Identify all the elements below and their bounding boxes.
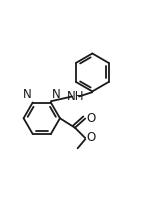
Text: NH: NH bbox=[67, 90, 84, 103]
Text: N: N bbox=[52, 88, 60, 101]
Text: O: O bbox=[87, 112, 96, 125]
Text: N: N bbox=[23, 88, 32, 101]
Text: O: O bbox=[87, 132, 96, 144]
